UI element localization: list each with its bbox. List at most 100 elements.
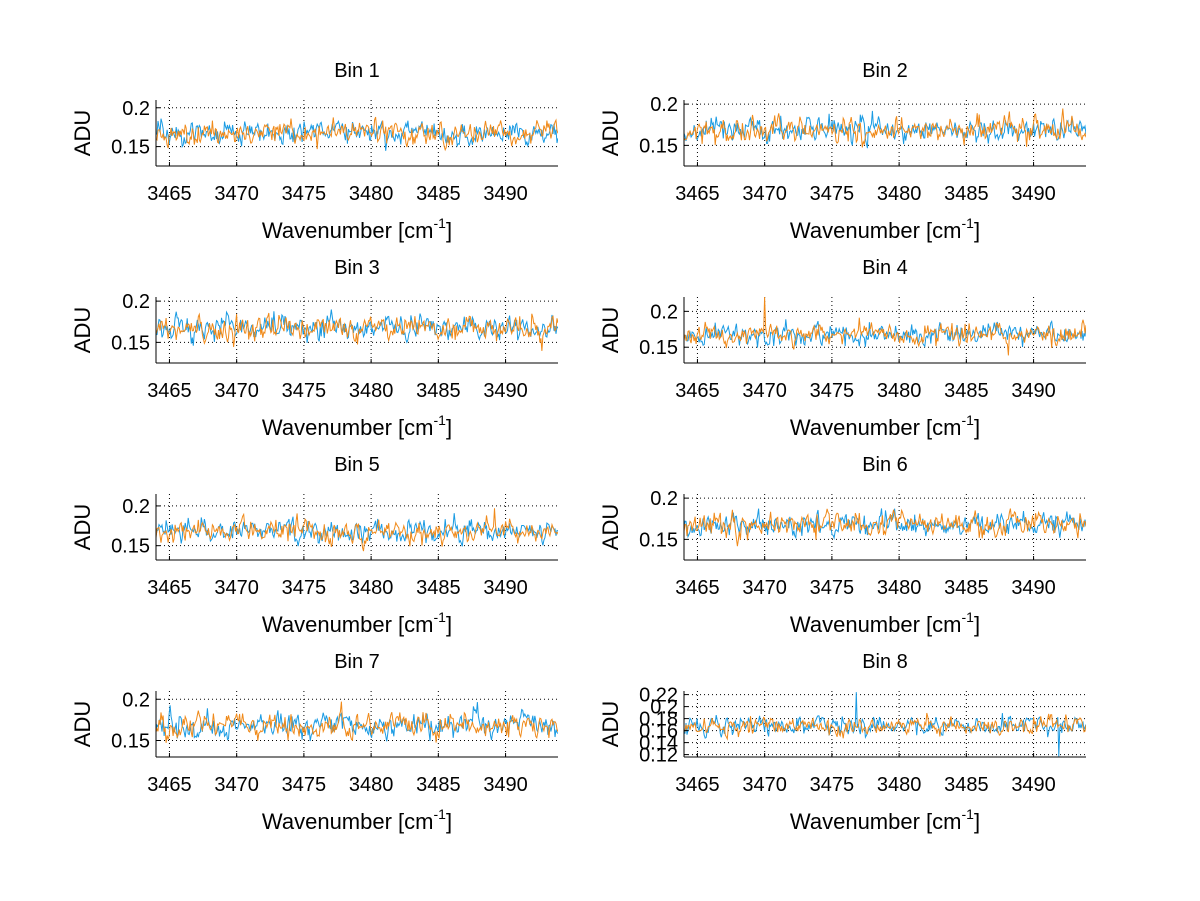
x-tick-label: 3470: [214, 380, 259, 402]
x-tick-label: 3485: [944, 577, 989, 599]
y-tick-label: 0.15: [111, 332, 150, 354]
x-tick-label: 3470: [742, 380, 787, 402]
y-tick-label: 0.2: [650, 94, 678, 116]
subplot-5: Bin 5 3465 3470 3475 3480 3485 3490 0.15 0.2 Wave…: [70, 454, 558, 637]
y-tick-label: 0.15: [639, 529, 678, 551]
series-line-2: [156, 312, 558, 351]
x-tick-label: 3490: [1011, 577, 1056, 599]
y-tick-label: 0.14: [639, 733, 678, 755]
y-axis-label: ADU: [598, 504, 623, 550]
subplot-title: Bin 8: [862, 651, 908, 673]
x-axis-label: Wavenumber [cm-1]: [262, 806, 452, 834]
x-tick-label: 3485: [416, 380, 461, 402]
x-axis-label: Wavenumber [cm-1]: [262, 609, 452, 637]
x-tick-label: 3475: [810, 183, 855, 205]
x-tick-label: 3465: [147, 183, 192, 205]
subplot-2: Bin 2 3465 3470 3475 3480 3485 3490 0.15 0.2 Wave…: [598, 60, 1086, 243]
x-tick-label: 3480: [349, 577, 394, 599]
y-tick-label: 0.2: [122, 291, 150, 313]
x-tick-label: 3480: [877, 183, 922, 205]
subplot-title: Bin 7: [334, 651, 380, 673]
x-tick-label: 3490: [483, 577, 528, 599]
x-tick-label: 3485: [944, 183, 989, 205]
x-tick-label: 3490: [1011, 774, 1056, 796]
x-tick-label: 3480: [349, 183, 394, 205]
subplot-title: Bin 2: [862, 60, 908, 82]
x-tick-label: 3490: [483, 774, 528, 796]
x-tick-label: 3475: [282, 380, 327, 402]
x-tick-label: 3470: [214, 577, 259, 599]
y-tick-label: 0.15: [111, 137, 150, 159]
x-tick-label: 3485: [416, 774, 461, 796]
x-tick-label: 3470: [214, 183, 259, 205]
x-tick-label: 3470: [742, 577, 787, 599]
x-tick-label: 3475: [810, 380, 855, 402]
y-axis-label: ADU: [70, 307, 95, 353]
x-axis-label: Wavenumber [cm-1]: [790, 806, 980, 834]
x-axis-label: Wavenumber [cm-1]: [790, 215, 980, 243]
x-tick-label: 3490: [483, 380, 528, 402]
y-tick-label: 0.2: [650, 697, 678, 719]
x-tick-label: 3475: [810, 577, 855, 599]
series-line-2: [684, 297, 1086, 356]
x-axis-label: Wavenumber [cm-1]: [790, 412, 980, 440]
x-tick-label: 3480: [877, 380, 922, 402]
y-tick-label: 0.15: [639, 337, 678, 359]
subplot-title: Bin 3: [334, 257, 380, 279]
y-tick-label: 0.15: [111, 731, 150, 753]
x-tick-label: 3480: [349, 380, 394, 402]
subplot-3: Bin 3 3465 3470 3475 3480 3485 3490 0.15 0.2 Wave…: [70, 257, 558, 440]
x-tick-label: 3485: [944, 774, 989, 796]
subplot-1: Bin 1 3465 3470 3475 3480 3485 3490 0.15 0.2 Wave…: [70, 60, 558, 243]
x-tick-label: 3465: [675, 183, 720, 205]
y-tick-label: 0.2: [122, 98, 150, 120]
x-tick-label: 3480: [877, 577, 922, 599]
series-line-1: [156, 309, 558, 346]
x-axis-label: Wavenumber [cm-1]: [790, 609, 980, 637]
y-axis-label: ADU: [70, 701, 95, 747]
y-axis-label: ADU: [70, 504, 95, 550]
y-tick-label: 0.15: [639, 135, 678, 157]
y-axis-label: ADU: [598, 110, 623, 156]
y-tick-label: 0.2: [122, 496, 150, 518]
subplot-4: Bin 4 3465 3470 3475 3480 3485 3490 0.15 0.2 Wave…: [598, 257, 1086, 440]
y-tick-label: 0.18: [639, 709, 678, 731]
x-tick-label: 3490: [1011, 183, 1056, 205]
x-axis-label: Wavenumber [cm-1]: [262, 412, 452, 440]
y-axis-label: ADU: [598, 307, 623, 353]
x-axis-label: Wavenumber [cm-1]: [262, 215, 452, 243]
y-axis-label: ADU: [598, 701, 623, 747]
x-tick-label: 3480: [349, 774, 394, 796]
x-tick-label: 3465: [675, 577, 720, 599]
x-tick-label: 3465: [147, 577, 192, 599]
series-line-1: [156, 702, 558, 742]
subplot-title: Bin 4: [862, 257, 908, 279]
x-tick-label: 3475: [810, 774, 855, 796]
subplot-8: Bin 8 3465 3470 3475 3480 3485 3490 0.120.140.1…: [598, 651, 1086, 834]
subplot-6: Bin 6 3465 3470 3475 3480 3485 3490 0.15 0.2 Wave…: [598, 454, 1086, 637]
x-tick-label: 3475: [282, 183, 327, 205]
x-tick-label: 3485: [416, 577, 461, 599]
y-axis-label: ADU: [70, 110, 95, 156]
x-tick-label: 3490: [1011, 380, 1056, 402]
subplot-title: Bin 1: [334, 60, 380, 82]
y-tick-label: 0.15: [111, 536, 150, 558]
subplot-title: Bin 6: [862, 454, 908, 476]
x-tick-label: 3475: [282, 577, 327, 599]
y-tick-label: 0.22: [639, 685, 678, 707]
y-tick-label: 0.2: [650, 488, 678, 510]
y-tick-label: 0.2: [122, 689, 150, 711]
y-tick-label: 0.12: [639, 745, 678, 767]
series-line-1: [684, 110, 1086, 149]
subplot-title: Bin 5: [334, 454, 380, 476]
x-tick-label: 3485: [944, 380, 989, 402]
x-tick-label: 3470: [742, 774, 787, 796]
x-tick-label: 3465: [147, 774, 192, 796]
x-tick-label: 3480: [877, 774, 922, 796]
series-line-1: [684, 319, 1086, 348]
series-line-2: [156, 508, 558, 552]
series-line-2: [156, 701, 558, 743]
series-line-2: [684, 508, 1086, 547]
x-tick-label: 3475: [282, 774, 327, 796]
